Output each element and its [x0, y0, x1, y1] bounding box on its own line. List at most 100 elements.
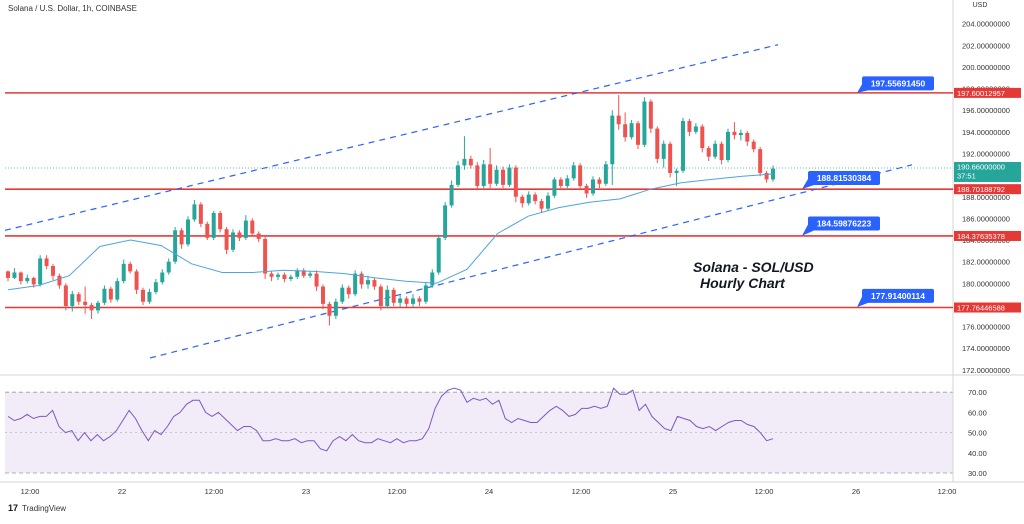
channel-upper-line [4, 44, 779, 231]
candle-body [513, 167, 518, 197]
candle [288, 274, 293, 282]
price-tick-label: 180.00000000 [962, 279, 1010, 288]
rsi-tick-label: 50.00 [968, 429, 987, 438]
level-price-tag [954, 302, 1021, 313]
time-tick-label: 23 [302, 487, 310, 496]
candle-body [51, 266, 55, 276]
candle [533, 192, 538, 205]
candle-body [391, 289, 396, 303]
candle [661, 140, 666, 168]
candle-body [430, 272, 435, 286]
candle [57, 273, 62, 289]
candle-body [372, 280, 377, 287]
candle [108, 286, 113, 303]
candle [546, 192, 550, 211]
rsi-tick-label: 60.00 [968, 408, 987, 417]
candle [186, 216, 190, 247]
candle [700, 124, 705, 153]
candle-body [263, 238, 268, 274]
candle-body [108, 288, 113, 300]
candle-body [475, 165, 480, 186]
candle-body [417, 298, 422, 302]
candle-body [366, 280, 370, 285]
level-price-label: 188.70188792 [957, 185, 1005, 194]
callout-box [808, 216, 880, 231]
candle-body [121, 263, 126, 282]
candle-body [629, 123, 634, 138]
candle-body [186, 219, 190, 245]
candle [308, 271, 313, 278]
price-tick-label: 196.00000000 [962, 106, 1010, 115]
candle-body [57, 275, 62, 286]
candle-body [38, 258, 43, 285]
time-tick-label: 26 [852, 487, 860, 496]
price-tick-label: 172.00000000 [962, 366, 1010, 375]
candle-body [591, 179, 595, 194]
candle [745, 130, 750, 146]
candle-body [687, 121, 692, 132]
candle-body [494, 169, 499, 184]
candle-body [539, 201, 544, 209]
price-callout: 177.91400114 [857, 288, 934, 308]
candle [693, 123, 698, 135]
candle-body [327, 303, 332, 316]
candle-body [231, 232, 235, 250]
candle-body [411, 298, 415, 304]
candle [584, 183, 589, 198]
candle [738, 129, 743, 141]
candle-body [89, 304, 94, 311]
candle-body [378, 286, 383, 307]
time-tick-label: 12:00 [21, 487, 40, 496]
candle [642, 97, 647, 147]
candle-body [269, 273, 274, 277]
candle [423, 282, 428, 304]
candle-body [764, 172, 769, 180]
candle-body [359, 273, 364, 285]
candle [333, 298, 338, 320]
candle [629, 119, 634, 140]
time-tick-label: 12:00 [755, 487, 774, 496]
candle [430, 269, 435, 288]
candle [610, 110, 615, 185]
candle-body [610, 115, 615, 165]
time-tick-label: 12:00 [388, 487, 407, 496]
level-price-tag [954, 230, 1021, 241]
candle [520, 194, 525, 208]
candle-body [462, 158, 467, 166]
candle [456, 161, 460, 188]
candle [353, 270, 358, 297]
candle [597, 177, 602, 189]
price-tick-label: 194.00000000 [962, 128, 1010, 137]
candle-body [468, 158, 473, 166]
candle [128, 261, 133, 274]
candle-body [648, 101, 653, 129]
candle [243, 215, 248, 241]
chart-annotation-line2: Hourly Chart [700, 275, 786, 291]
candle-body [758, 149, 763, 173]
candle [372, 277, 377, 290]
candle-body [153, 282, 158, 292]
candle [12, 268, 17, 279]
candle [205, 221, 210, 241]
rsi-tick-label: 40.00 [968, 449, 987, 458]
candle-body [314, 273, 319, 287]
candle [552, 177, 557, 198]
candle-body [301, 270, 306, 276]
price-tick-label: 182.00000000 [962, 258, 1010, 267]
candle-body [243, 220, 248, 238]
candle-body [76, 294, 81, 302]
candle [507, 164, 512, 188]
candle-body [134, 271, 139, 290]
candle [198, 202, 203, 228]
chart-annotation-line1: Solana - SOL/USD [693, 259, 814, 275]
candle [501, 166, 505, 189]
price-pane [5, 2, 953, 374]
candle [340, 284, 345, 304]
price-callout: 188.81530384 [802, 170, 880, 190]
candle [179, 228, 184, 249]
candle [366, 275, 370, 289]
candle-body [732, 131, 737, 136]
candle-body [706, 148, 711, 157]
